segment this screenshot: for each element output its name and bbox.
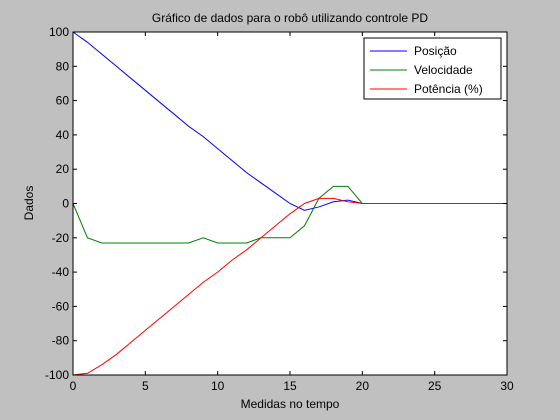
series-layer <box>72 31 507 376</box>
y-tick-label: 0 <box>62 197 69 211</box>
x-tick-label: 5 <box>142 379 149 393</box>
legend: Posição Velocidade Potência (%) <box>363 37 502 100</box>
x-tick-label: 0 <box>70 379 77 393</box>
y-tick-label: -80 <box>52 334 70 348</box>
x-tick-label: 15 <box>283 379 297 393</box>
legend-label-1: Velocidade <box>414 63 473 77</box>
y-tick-label: 40 <box>56 128 70 142</box>
legend-label-0: Posição <box>414 44 457 58</box>
chart-title: Gráfico de dados para o robô utilizando … <box>152 11 428 25</box>
y-tick-label: -60 <box>52 299 70 313</box>
y-tick-label: -100 <box>45 368 69 382</box>
series-line-2 <box>72 197 507 376</box>
y-tick-label: 80 <box>56 59 70 73</box>
y-tick-label: -40 <box>52 265 70 279</box>
x-tick-label: 10 <box>211 379 225 393</box>
y-tick-label: 100 <box>49 25 69 39</box>
y-tick-label: 60 <box>56 94 70 108</box>
y-axis-label: Dados <box>22 186 36 221</box>
plot-frame <box>72 31 508 376</box>
x-axis-label: Medidas no tempo <box>241 397 340 411</box>
y-tick-label: -20 <box>52 231 70 245</box>
x-tick-label: 20 <box>356 379 370 393</box>
y-tick-label: 20 <box>56 162 70 176</box>
x-tick-label: 30 <box>500 379 514 393</box>
legend-label-2: Potência (%) <box>414 82 483 96</box>
ticks-layer: 0 5 10 15 20 25 30 -100 -80 -60 -40 -20 0 20 40 60 80 100 <box>45 25 514 393</box>
x-tick-label: 25 <box>428 379 442 393</box>
